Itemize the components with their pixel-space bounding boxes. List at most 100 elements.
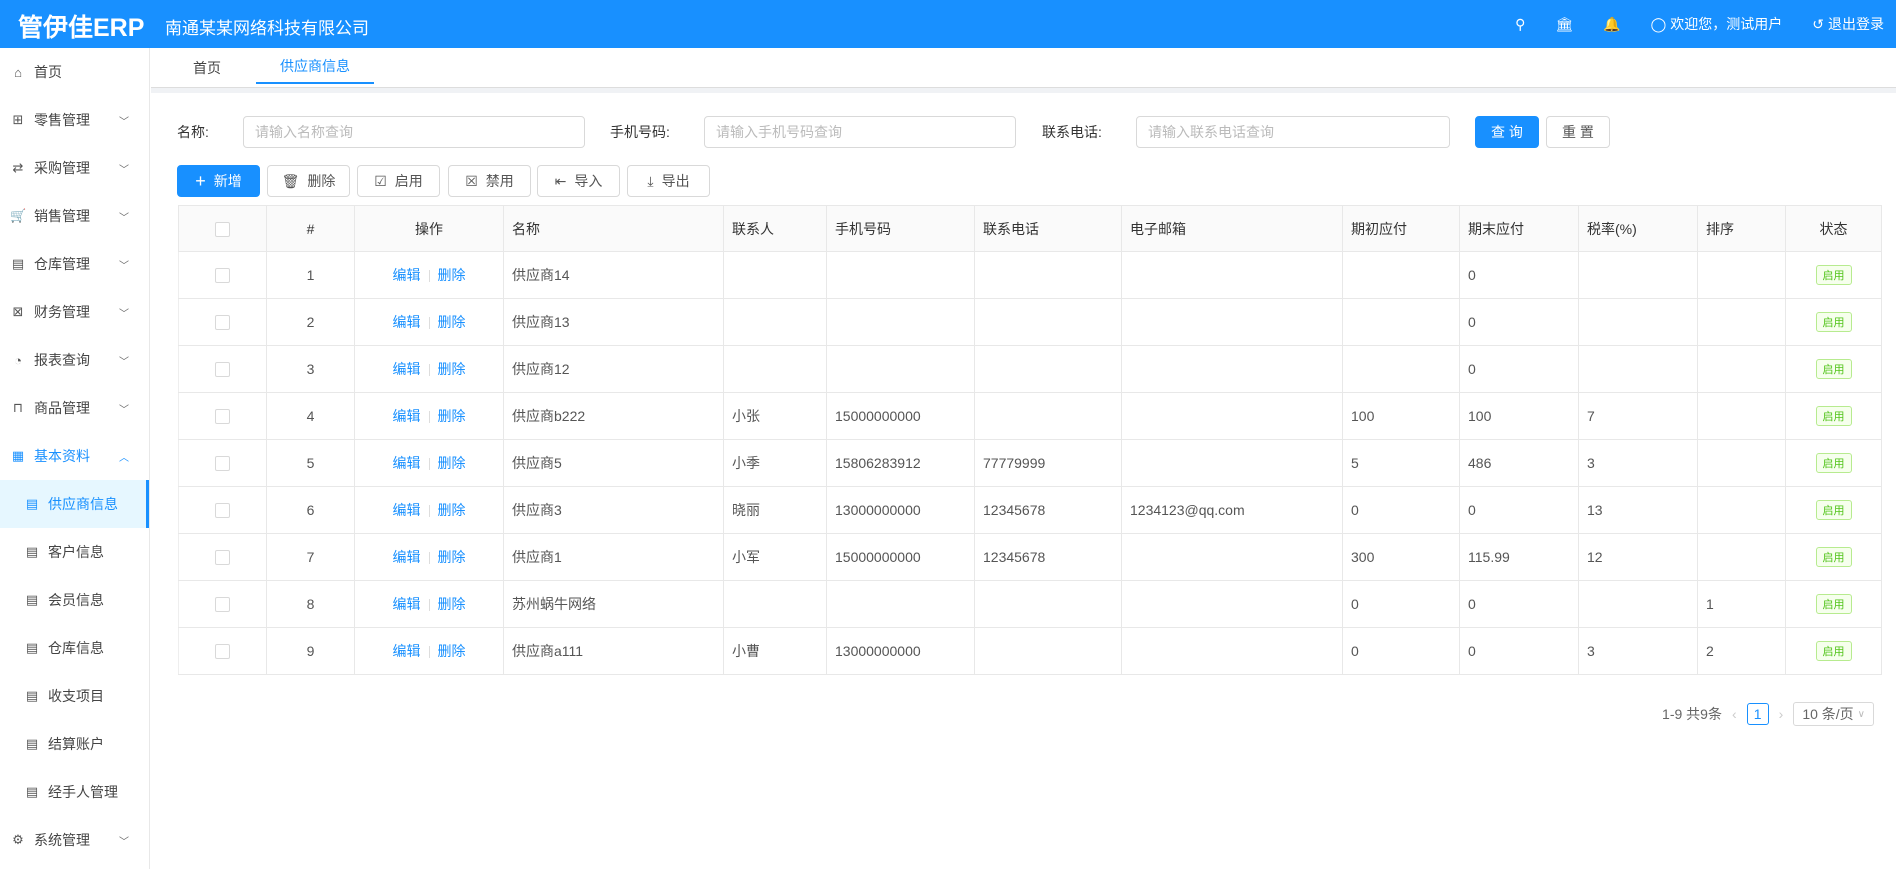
sidebar-item[interactable]: ⇄ 采购管理 ﹀ (0, 144, 149, 192)
user-menu[interactable]: ◯ 欢迎您，测试用户 (1650, 15, 1783, 33)
table-cell (1578, 251, 1698, 299)
row-actions: 编辑 删除 (354, 627, 504, 675)
status-cell: 启用 (1785, 439, 1882, 487)
select-all-checkbox[interactable] (178, 205, 267, 252)
bank-icon[interactable]: 🏛 (1555, 15, 1574, 32)
tel-search-input[interactable] (1136, 116, 1450, 148)
next-page-icon[interactable]: › (1778, 706, 1784, 722)
edit-link[interactable]: 编辑 (392, 267, 421, 283)
row-checkbox[interactable] (178, 345, 267, 393)
chevron-down-icon: ﹀ (119, 164, 129, 176)
warehouse-icon: ▤ (11, 256, 25, 271)
row-checkbox[interactable] (178, 392, 267, 440)
edit-link[interactable]: 编辑 (392, 314, 421, 330)
tab-home[interactable]: 首页 (193, 60, 221, 76)
edit-link[interactable]: 编辑 (392, 549, 421, 565)
delete-link[interactable]: 删除 (437, 314, 466, 330)
sidebar-item-label: 收支项目 (48, 688, 104, 704)
table-cell: 0 (1459, 486, 1579, 534)
table-cell: 供应商b222 (503, 392, 724, 440)
row-index: 9 (266, 627, 355, 675)
logout-button[interactable]: ↺ 退出登录 (1812, 15, 1884, 33)
delete-link[interactable]: 删除 (437, 596, 466, 612)
search-icon[interactable]: ⚲ (1515, 15, 1526, 32)
edit-link[interactable]: 编辑 (392, 502, 421, 518)
name-search-input[interactable] (243, 116, 585, 148)
sidebar-item[interactable]: ▤ 仓库管理 ﹀ (0, 240, 149, 288)
bell-icon[interactable]: 🔔 (1603, 15, 1621, 32)
row-checkbox[interactable] (178, 298, 267, 346)
sidebar-item-label: 供应商信息 (48, 496, 118, 512)
plus-icon: + (195, 170, 206, 191)
page-1[interactable]: 1 (1746, 703, 1769, 725)
disable-button[interactable]: ☒ 禁用 (448, 165, 531, 197)
delete-link[interactable]: 删除 (437, 455, 466, 471)
delete-link[interactable]: 删除 (437, 643, 466, 659)
column-header: 排序 (1697, 205, 1786, 252)
row-checkbox[interactable] (178, 580, 267, 628)
add-button[interactable]: + 新增 (177, 165, 260, 197)
close-square-icon: ☒ (465, 172, 478, 189)
sidebar-item[interactable]: ⊞ 零售管理 ﹀ (0, 96, 149, 144)
sidebar-item[interactable]: ▤ 客户信息 (0, 528, 149, 576)
sidebar-item-label: 仓库管理 (34, 256, 90, 272)
delete-link[interactable]: 删除 (437, 502, 466, 518)
table-cell (1121, 251, 1343, 299)
sidebar-item[interactable]: ▤ 结算账户 (0, 720, 149, 768)
delete-link[interactable]: 删除 (437, 267, 466, 283)
query-button[interactable]: 查 询 (1475, 116, 1539, 148)
delete-link[interactable]: 删除 (437, 549, 466, 565)
table-cell: 0 (1459, 345, 1579, 393)
row-checkbox[interactable] (178, 486, 267, 534)
sidebar-item[interactable]: ⌂ 首页 (0, 48, 149, 96)
delete-link[interactable]: 删除 (437, 408, 466, 424)
import-button[interactable]: ⇤ 导入 (537, 165, 620, 197)
sidebar-item[interactable]: 🛒 销售管理 ﹀ (0, 192, 149, 240)
reset-button[interactable]: 重 置 (1546, 116, 1610, 148)
sidebar-item[interactable]: ▤ 收支项目 (0, 672, 149, 720)
edit-link[interactable]: 编辑 (392, 455, 421, 471)
check-circle-icon: ◯ (1650, 15, 1667, 32)
edit-link[interactable]: 编辑 (392, 408, 421, 424)
table-cell (1121, 392, 1343, 440)
delete-button[interactable]: 🗑 删除 (267, 165, 350, 197)
page-size-select[interactable]: 10 条/页 ∨ (1793, 702, 1874, 726)
export-button[interactable]: ⤓ 导出 (627, 165, 710, 197)
edit-link[interactable]: 编辑 (392, 596, 421, 612)
sidebar-item[interactable]: ▦ 基本资料 ︿ (0, 432, 149, 480)
column-header: 联系人 (723, 205, 827, 252)
table-cell: 15806283912 (826, 439, 975, 487)
table-cell (974, 580, 1122, 628)
table-cell: 1 (1697, 580, 1786, 628)
sidebar-item[interactable]: ⊓ 商品管理 ﹀ (0, 384, 149, 432)
table-cell (1121, 533, 1343, 581)
sidebar-item-label: 商品管理 (34, 400, 90, 416)
edit-link[interactable]: 编辑 (392, 643, 421, 659)
phone-search-input[interactable] (704, 116, 1016, 148)
enable-button[interactable]: ☑ 启用 (357, 165, 440, 197)
edit-link[interactable]: 编辑 (392, 361, 421, 377)
row-checkbox[interactable] (178, 251, 267, 299)
sidebar-item[interactable]: ▤ 经手人管理 (0, 768, 149, 816)
table-cell (826, 298, 975, 346)
sidebar-item[interactable]: ⚙ 系统管理 ﹀ (0, 816, 149, 864)
row-actions: 编辑 删除 (354, 439, 504, 487)
delete-link[interactable]: 删除 (437, 361, 466, 377)
name-label: 名称: (177, 124, 209, 140)
sidebar-item-label: 基本资料 (34, 448, 90, 464)
prev-page-icon[interactable]: ‹ (1731, 706, 1737, 722)
sidebar-item[interactable]: ▤ 仓库信息 (0, 624, 149, 672)
sidebar-item[interactable]: ▤ 供应商信息 (0, 480, 149, 528)
tab-supplier-info[interactable]: 供应商信息 (256, 48, 374, 84)
row-checkbox[interactable] (178, 439, 267, 487)
status-badge: 启用 (1815, 547, 1852, 567)
table-row: 6 编辑 删除 供应商3 晓丽 13000000000 12345678 1234123@qq… (178, 486, 1882, 534)
sidebar-item[interactable]: ⊠ 财务管理 ﹀ (0, 288, 149, 336)
table-cell: 0 (1459, 580, 1579, 628)
table-cell (974, 345, 1122, 393)
sidebar-item[interactable]: ◔ 报表查询 ﹀ (0, 336, 149, 384)
row-checkbox[interactable] (178, 533, 267, 581)
sidebar-item[interactable]: ▤ 会员信息 (0, 576, 149, 624)
row-checkbox[interactable] (178, 627, 267, 675)
table-cell (826, 251, 975, 299)
